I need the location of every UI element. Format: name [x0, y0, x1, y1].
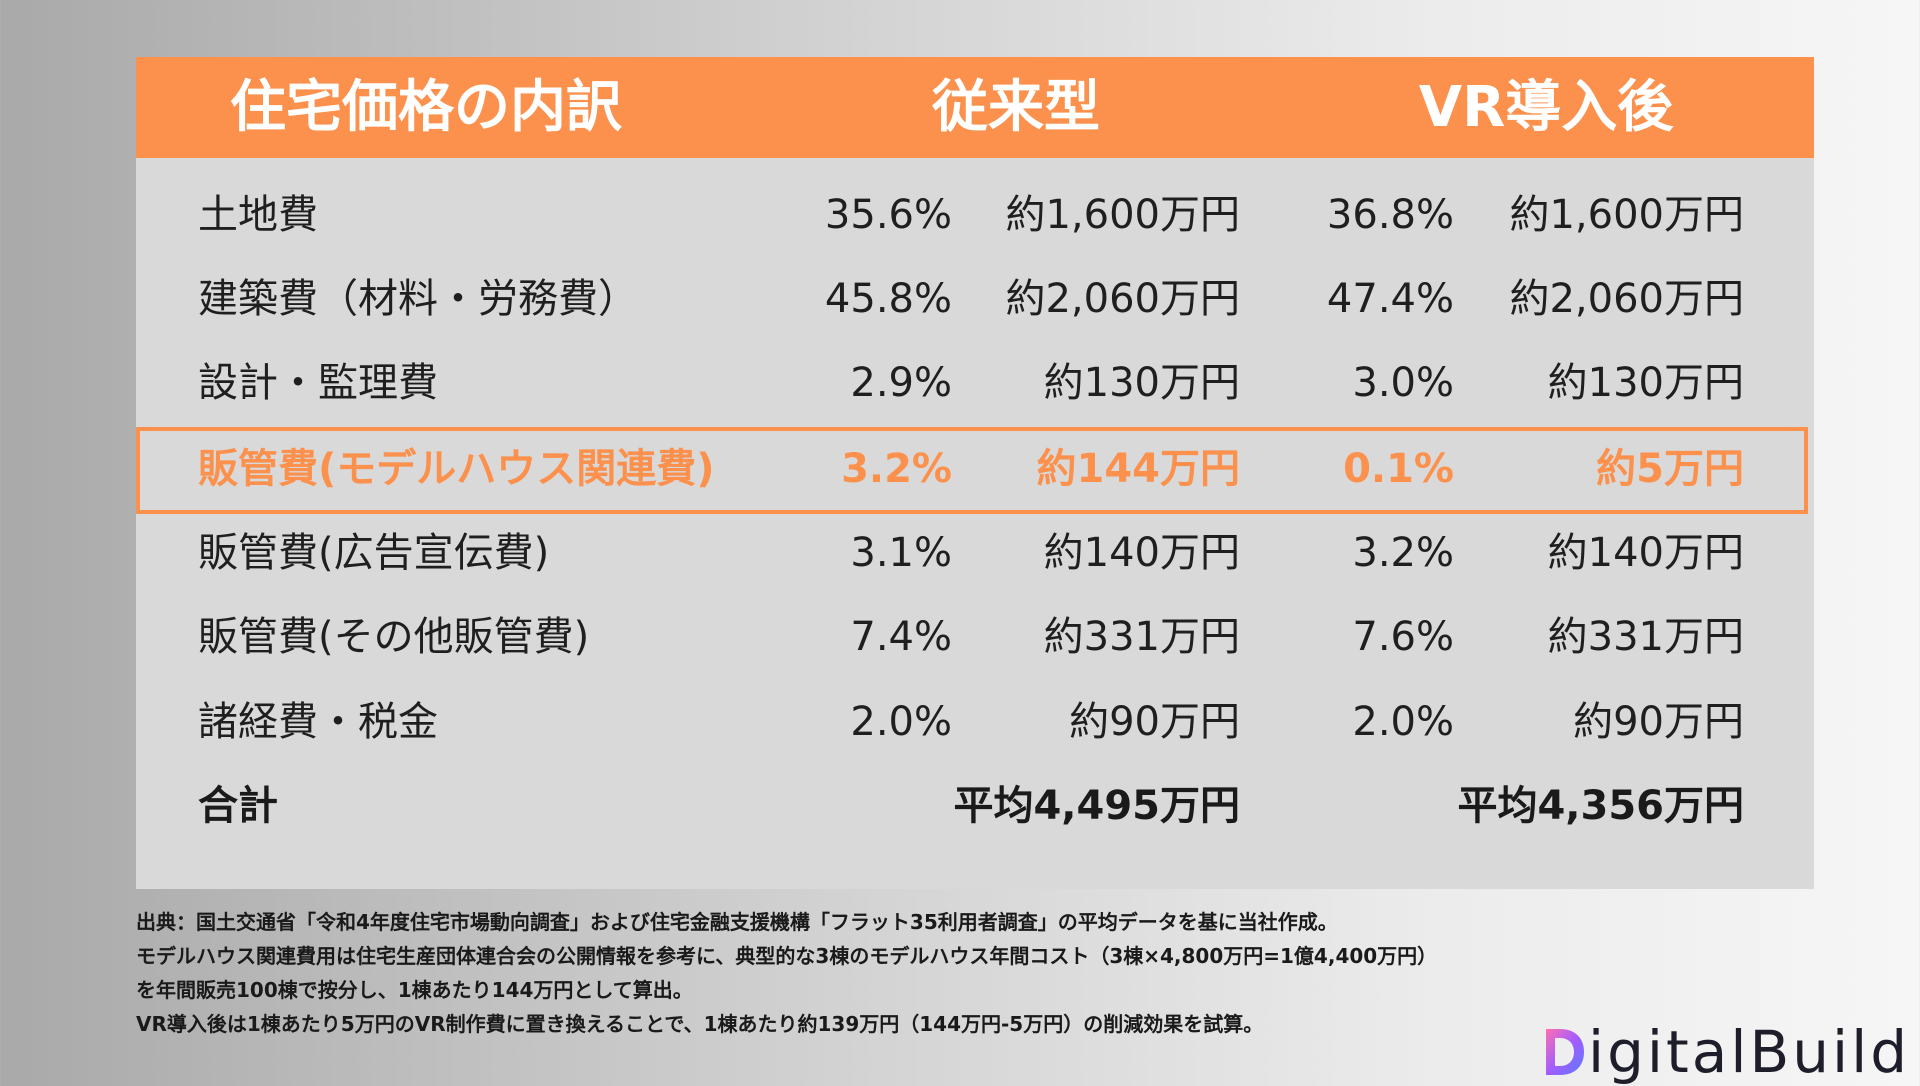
vr-amount: 約130万円 [1547, 360, 1744, 406]
total-label: 合計 [198, 783, 278, 829]
trad-amount: 約331万円 [1043, 614, 1240, 660]
table-row: 設計・監理費 2.9% 約130万円 3.0% 約130万円 [136, 341, 1814, 426]
trad-pct: 3.1% [850, 530, 952, 576]
row-item: 建築費（材料・労務費） [198, 276, 638, 322]
table-row: 販管費(その他販管費) 7.4% 約331万円 7.6% 約331万円 [136, 595, 1814, 680]
table-row: 土地費 35.6% 約1,600万円 36.8% 約1,600万円 [136, 173, 1814, 258]
highlight-frame [136, 427, 1808, 514]
row-item: 販管費(広告宣伝費) [198, 530, 550, 576]
trad-pct: 7.4% [850, 614, 952, 660]
row-item: 販管費(その他販管費) [198, 614, 590, 660]
footnote-line: VR導入後は1棟あたり5万円のVR制作費に置き換えることで、1棟あたり約139万… [136, 1012, 1264, 1036]
table-header: 住宅価格の内訳 従来型 VR導入後 [136, 57, 1814, 158]
table-row: 販管費(広告宣伝費) 3.1% 約140万円 3.2% 約140万円 [136, 511, 1814, 596]
footnote-line: モデルハウス関連費用は住宅生産団体連合会の公開情報を参考に、典型的な3棟のモデル… [136, 944, 1438, 968]
vr-amount: 約140万円 [1547, 530, 1744, 576]
row-item: 販管費(モデルハウス関連費) [198, 446, 715, 492]
trad-amount: 約1,600万円 [1005, 192, 1240, 238]
vr-pct: 0.1% [1343, 446, 1454, 492]
header-vr: VR導入後 [1418, 75, 1674, 140]
vr-amount: 約1,600万円 [1509, 192, 1744, 238]
d-gradient-mark-icon [1546, 1029, 1584, 1075]
trad-pct: 2.0% [850, 699, 952, 745]
table-row: 建築費（材料・労務費） 45.8% 約2,060万円 47.4% 約2,060万… [136, 257, 1814, 342]
digitalbuild-logo: igitalBuild [1538, 1022, 1910, 1082]
vr-amount: 約331万円 [1547, 614, 1744, 660]
total-trad-amount: 平均4,495万円 [953, 783, 1240, 829]
row-item: 設計・監理費 [198, 360, 438, 406]
vr-amount: 約2,060万円 [1509, 276, 1744, 322]
trad-amount: 約144万円 [1036, 446, 1241, 492]
header-traditional: 従来型 [932, 75, 1100, 140]
vr-pct: 2.0% [1352, 699, 1454, 745]
trad-amount: 約140万円 [1043, 530, 1240, 576]
vr-pct: 47.4% [1326, 276, 1454, 322]
trad-pct: 45.8% [824, 276, 952, 322]
trad-pct: 35.6% [824, 192, 952, 238]
table-row: 諸経費・税金 2.0% 約90万円 2.0% 約90万円 [136, 680, 1814, 765]
row-item: 土地費 [198, 192, 318, 238]
trad-amount: 約90万円 [1069, 699, 1240, 745]
vr-amount: 約90万円 [1573, 699, 1744, 745]
footnote-line: を年間販売100棟で按分し、1棟あたり144万円として算出。 [136, 978, 693, 1002]
logo-text: igitalBuild [1588, 1018, 1911, 1086]
table-row-total: 合計 平均4,495万円 平均4,356万円 [136, 764, 1814, 849]
vr-amount: 約5万円 [1596, 446, 1744, 492]
table-row-highlighted: 販管費(モデルハウス関連費) 3.2% 約144万円 0.1% 約5万円 [136, 427, 1814, 512]
trad-pct: 3.2% [841, 446, 952, 492]
trad-amount: 約130万円 [1043, 360, 1240, 406]
total-vr-amount: 平均4,356万円 [1457, 783, 1744, 829]
vr-pct: 3.2% [1352, 530, 1454, 576]
vr-pct: 3.0% [1352, 360, 1454, 406]
trad-amount: 約2,060万円 [1005, 276, 1240, 322]
trad-pct: 2.9% [850, 360, 952, 406]
row-item: 諸経費・税金 [198, 699, 438, 745]
vr-pct: 7.6% [1352, 614, 1454, 660]
footnote-line: 出典：国土交通省「令和4年度住宅市場動向調査」および住宅金融支援機構「フラット3… [136, 910, 1338, 934]
vr-pct: 36.8% [1326, 192, 1454, 238]
cost-breakdown-table: 住宅価格の内訳 従来型 VR導入後 土地費 35.6% 約1,600万円 36.… [136, 57, 1814, 889]
source-footnotes: 出典：国土交通省「令和4年度住宅市場動向調査」および住宅金融支援機構「フラット3… [136, 905, 1786, 1041]
header-item: 住宅価格の内訳 [230, 75, 622, 140]
